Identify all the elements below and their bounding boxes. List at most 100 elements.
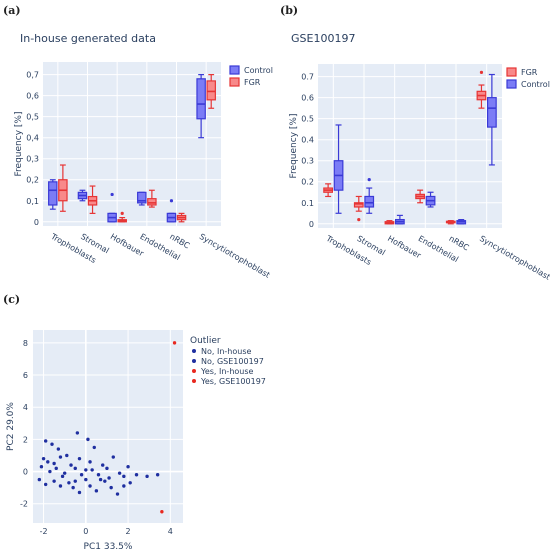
panel-label-a: (a) [3,4,21,17]
scatter-point [88,460,92,464]
box [137,191,147,204]
scatter-point [128,481,132,485]
panel-label-c: (c) [3,293,20,306]
x-tick-label: 0 [83,527,88,536]
y-tick-label: 0.1 [301,199,314,208]
scatter-point [92,445,96,450]
box [196,78,206,120]
chart-b-y-ticks: 0 0.1 0.2 0.3 0.4 0.5 0.6 0.7 [301,73,314,229]
scatter-point [39,465,44,469]
y-tick-label: 4 [23,403,28,412]
y-tick-label: 0,1 [26,197,39,206]
y-tick-label: 0 [34,218,39,227]
scatter-point [60,474,65,479]
scatter-point [52,461,56,466]
chart-a-y-axis-label: Frequency [%] [14,112,24,177]
y-tick-label: -2 [20,500,28,509]
scatter-point [65,453,69,458]
legend-swatch [229,65,240,75]
chart-c-ticks: -2 0 2 4 -2 0 2 4 6 8 [20,339,173,536]
box [147,198,157,206]
scatter-point [96,473,101,477]
legend-label: No, GSE100197 [201,357,264,366]
scatter-point [79,473,84,477]
scatter-point [122,474,126,479]
scatter-point [94,489,99,493]
x-tick-label: nRBC [447,234,471,253]
y-tick-label: 0.5 [301,115,314,124]
y-tick-label: 0.4 [301,136,314,145]
scatter-point [126,465,130,469]
scatter-point [54,466,58,471]
scatter-point [134,473,139,477]
scatter-point [48,469,52,474]
scatter-point [98,477,103,482]
scatter-point [69,463,73,467]
chart-b-boxes [323,70,497,225]
legend-marker [192,369,196,373]
scatter-point [62,471,67,475]
outlier-point [367,178,371,182]
scatter-point [58,455,63,459]
y-tick-label: 0 [309,220,314,229]
legend-marker [192,379,196,383]
chart-a: In-house generated data 0 0,1 0,2 0,3 0,4 0,5… [14,32,273,280]
legend-swatch [229,77,240,87]
box [486,97,497,128]
chart-a-legend: Control FGR [229,65,273,87]
scatter-point [109,485,113,490]
x-tick-label: Hofbauer [386,234,423,261]
scatter-point [75,431,80,435]
scatter-point [115,492,120,496]
legend-swatch [506,79,517,89]
scatter-point [50,442,54,446]
legend-label: Control [244,66,273,75]
legend-label: FGR [521,68,538,77]
y-tick-label: 0,5 [26,113,39,122]
scatter-point [77,456,82,461]
legend-marker [192,359,196,363]
scatter-point [84,477,88,482]
box [206,80,216,101]
chart-b-grid [318,64,502,228]
x-tick-label: 4 [168,527,173,536]
y-tick-label: 0.2 [301,178,314,187]
y-tick-label: 0.6 [301,94,314,103]
scatter-point [155,473,160,477]
scatter-point [101,463,105,467]
chart-a-plot-area [43,62,221,226]
outlier-point [357,217,361,222]
chart-a-title: In-house generated data [20,32,156,45]
scatter-point [58,484,63,488]
scatter-point [107,476,111,480]
chart-b-legend: FGR Control [506,67,550,89]
scatter-point [111,455,115,459]
scatter-point [122,484,126,488]
scatter-point [105,466,109,471]
box [48,181,58,206]
x-tick-label: Syncytiotrophoblast [198,232,272,280]
scatter-point [67,481,71,485]
legend-swatch [506,67,517,77]
legend-label: No, In-house [201,347,251,356]
x-tick-label: 2 [126,527,131,536]
legend-label: FGR [244,78,261,87]
scatter-point [84,468,88,472]
chart-c-x-axis-label: PC1 33.5% [84,542,133,552]
scatter-point [77,490,82,495]
scatter-point [73,479,77,483]
scatter-point [37,477,42,482]
chart-c-y-axis-label: PC2 29.0% [6,402,16,451]
scatter-point [52,479,56,483]
y-tick-label: 2 [23,435,28,444]
scatter-point [41,456,46,461]
scatter-point [90,468,94,472]
y-tick-label: 0.7 [301,73,314,82]
legend-label: Yes, GSE100197 [200,377,266,386]
scatter-point [88,484,92,488]
scatter-point [56,447,61,451]
chart-b: GSE100197 0 0.1 0.2 0.3 0.4 0.5 0.6 0.7 Trophob… [289,32,550,282]
scatter-point [73,466,77,471]
legend-label: Yes, In-house [200,367,254,376]
